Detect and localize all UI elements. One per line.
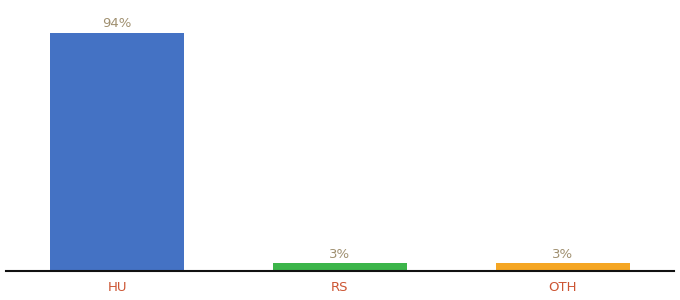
Text: 94%: 94% [103, 16, 132, 30]
Bar [496, 263, 630, 271]
Text: 3%: 3% [329, 248, 351, 261]
Bar [50, 33, 184, 271]
Text: 3%: 3% [552, 248, 573, 261]
Bar [273, 263, 407, 271]
